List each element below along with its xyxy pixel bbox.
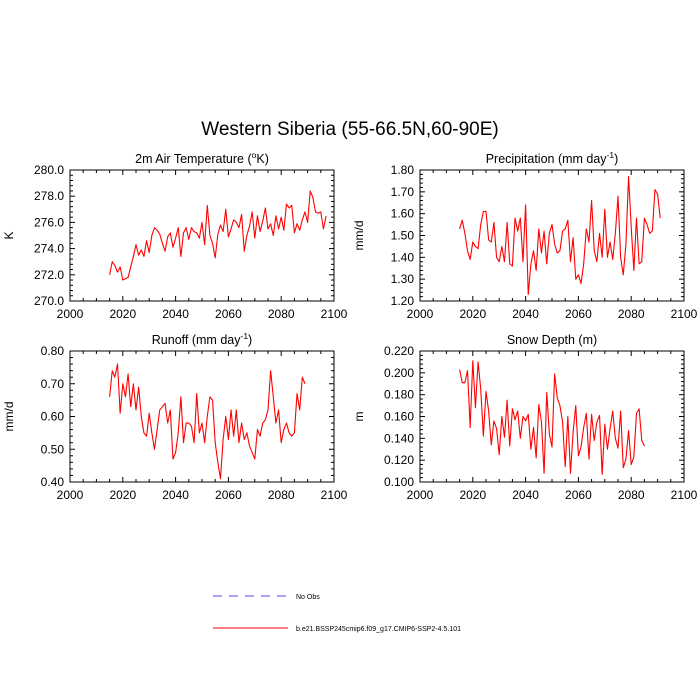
y-tick-label: 1.30 [391, 272, 415, 286]
x-tick-label: 2100 [321, 488, 348, 502]
x-tick-label: 2060 [215, 307, 242, 321]
x-tick-label: 2040 [512, 307, 539, 321]
y-tick-label: 0.180 [384, 388, 414, 402]
y-tick-label: 1.60 [391, 207, 415, 221]
panel-title: Precipitation (mm day-1) [486, 150, 619, 166]
chart-panel-2: Precipitation (mm day-1) mm/d 2000 2020 2040… [352, 150, 698, 321]
series-line [459, 176, 661, 296]
x-tick-label: 2100 [321, 307, 348, 321]
x-tick-label: 2060 [565, 307, 592, 321]
y-tick-label: 280.0 [34, 163, 64, 177]
legend-obs-label: No Obs [296, 594, 320, 601]
y-axis-label: K [2, 231, 16, 239]
y-tick-label: 0.100 [384, 475, 414, 489]
x-tick-label: 2020 [459, 307, 486, 321]
x-tick-label: 2060 [215, 488, 242, 502]
plot-frame [69, 350, 335, 483]
plot-frame [419, 350, 685, 483]
legend-model-label: b.e21.BSSP245cmip6.f09_g17.CMIP6-SSP2-4.… [296, 626, 461, 633]
x-tick-label: 2040 [162, 307, 189, 321]
y-tick-label: 0.70 [41, 377, 65, 391]
x-tick-label: 2100 [671, 307, 698, 321]
x-tick-label: 2100 [671, 488, 698, 502]
y-tick-label: 1.70 [391, 185, 415, 199]
y-tick-label: 1.80 [391, 163, 415, 177]
panels: 2m Air Temperature (oK) K 2000 2020 2040 2060… [2, 150, 698, 502]
series-line [109, 363, 306, 480]
y-tick-label: 1.20 [391, 294, 415, 308]
legend: No Obs b.e21.BSSP245cmip6.f09_g17.CMIP6-… [213, 594, 461, 633]
x-tick-label: 2040 [512, 488, 539, 502]
plot-frame [419, 169, 685, 302]
x-tick-label: 2020 [109, 307, 136, 321]
x-tick-label: 2020 [459, 488, 486, 502]
y-tick-label: 0.160 [384, 410, 414, 424]
series-line [459, 360, 645, 475]
y-axis-label: mm/d [2, 402, 16, 432]
chart-panel-3: Runoff (mm day-1) mm/d 2000 2020 2040 2060 208… [2, 331, 348, 502]
panel-title: Snow Depth (m) [507, 333, 597, 347]
x-tick-label: 2020 [109, 488, 136, 502]
y-tick-label: 272.0 [34, 268, 64, 282]
x-tick-label: 2080 [268, 488, 295, 502]
x-tick-label: 2080 [268, 307, 295, 321]
x-tick-label: 2000 [57, 488, 84, 502]
panel-title: 2m Air Temperature (oK) [135, 150, 269, 166]
chart-panel-4: Snow Depth (m) m 2000 2020 2040 2060 2080 2100 0… [352, 333, 698, 502]
x-tick-label: 2080 [618, 488, 645, 502]
y-tick-label: 0.120 [384, 453, 414, 467]
x-tick-label: 2060 [565, 488, 592, 502]
x-tick-label: 2080 [618, 307, 645, 321]
x-tick-label: 2000 [407, 488, 434, 502]
y-tick-label: 0.220 [384, 344, 414, 358]
y-tick-label: 0.40 [41, 475, 65, 489]
plot-frame [69, 169, 335, 302]
y-tick-label: 0.140 [384, 431, 414, 445]
y-tick-label: 0.200 [384, 366, 414, 380]
y-tick-label: 278.0 [34, 189, 64, 203]
y-tick-label: 0.50 [41, 442, 65, 456]
y-axis-label: mm/d [352, 221, 366, 251]
y-tick-label: 1.50 [391, 229, 415, 243]
y-tick-label: 0.80 [41, 344, 65, 358]
y-tick-label: 274.0 [34, 242, 64, 256]
x-tick-label: 2000 [57, 307, 84, 321]
panel-title: Runoff (mm day-1) [152, 331, 252, 347]
y-tick-label: 1.40 [391, 250, 415, 264]
chart-panel-1: 2m Air Temperature (oK) K 2000 2020 2040 2060… [2, 150, 348, 321]
y-tick-label: 276.0 [34, 215, 64, 229]
y-axis-label: m [352, 412, 366, 422]
y-tick-label: 0.60 [41, 410, 65, 424]
y-tick-label: 270.0 [34, 294, 64, 308]
series-line [109, 190, 327, 281]
x-tick-label: 2000 [407, 307, 434, 321]
x-tick-label: 2040 [162, 488, 189, 502]
figure-title: Western Siberia (55-66.5N,60-90E) [201, 119, 498, 140]
